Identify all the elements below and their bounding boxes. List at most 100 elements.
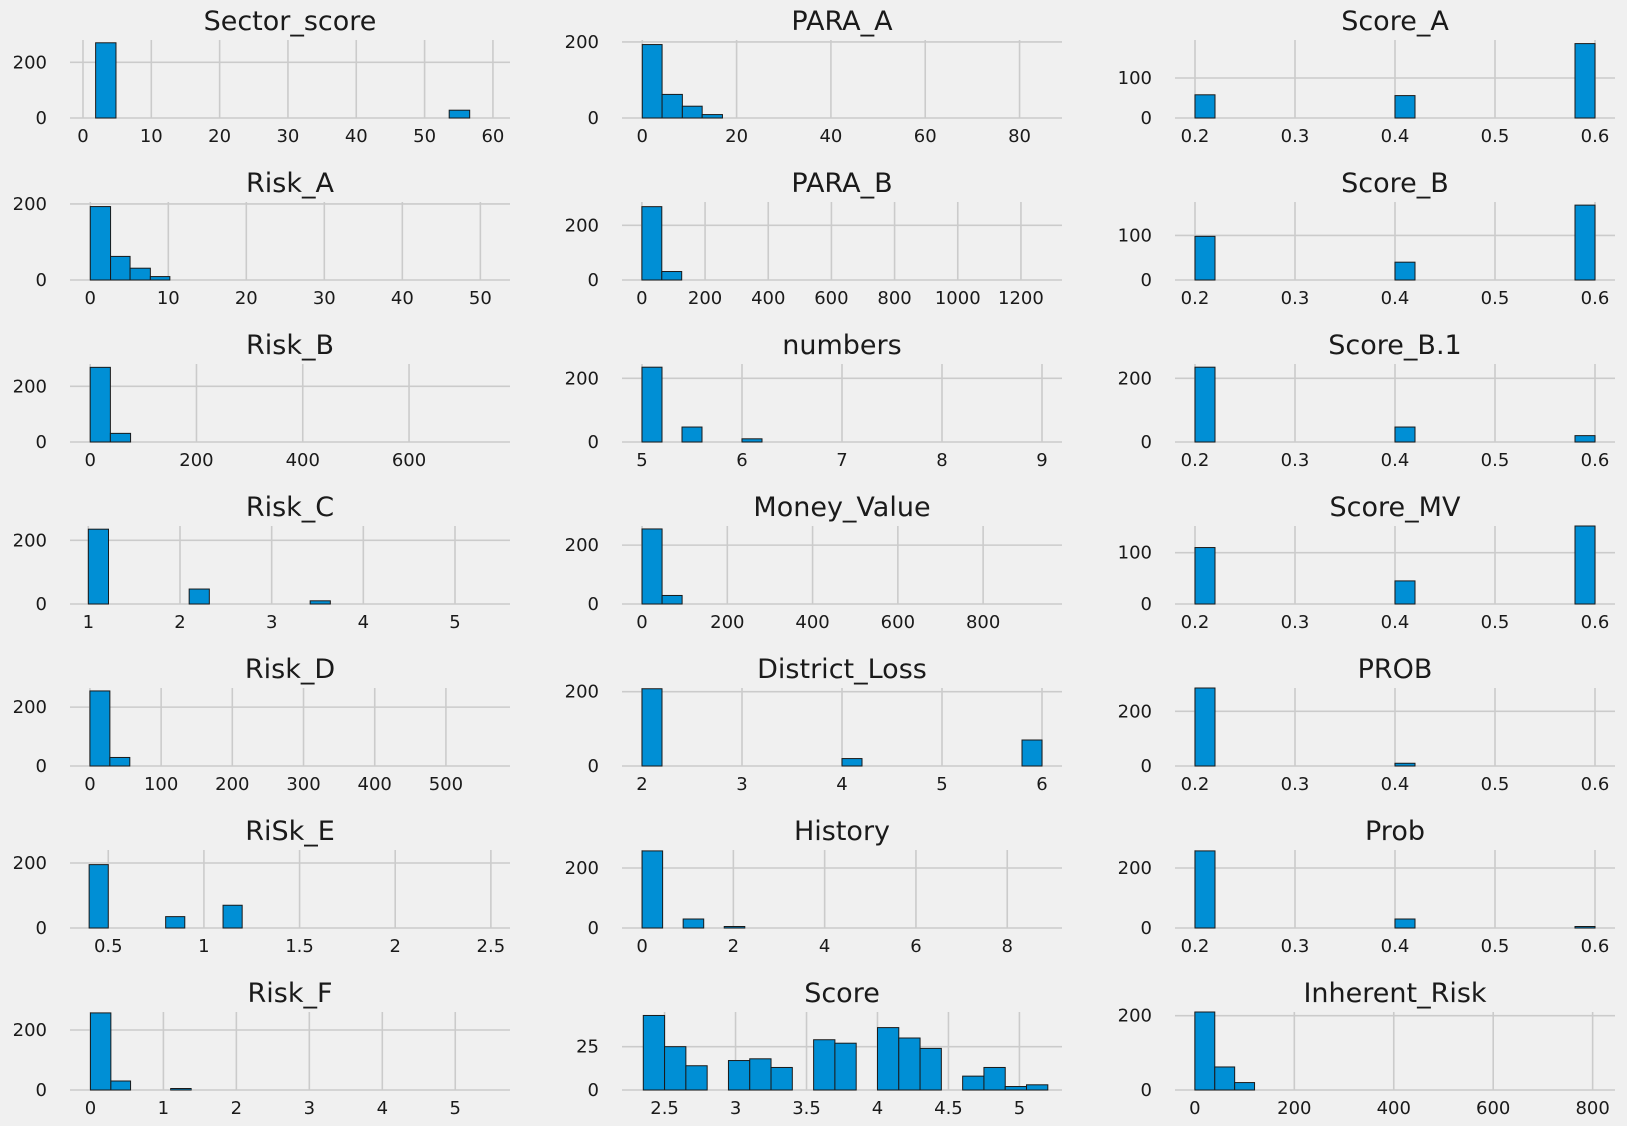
x-tick-label: 200 — [688, 288, 722, 309]
histogram-bar — [1194, 235, 1216, 281]
x-tick-label: 800 — [1575, 1098, 1609, 1119]
histogram-bar — [110, 255, 131, 281]
y-tick-label: 0 — [588, 270, 599, 291]
histogram-bar — [1194, 850, 1216, 929]
x-tick-label: 10 — [157, 288, 180, 309]
subplot-risk-a: Risk_A 0 10 20 30 40 50 0 200 — [13, 168, 510, 309]
histogram-bar — [723, 926, 746, 929]
x-tick-label: 0.4 — [1381, 288, 1410, 309]
x-tick-label: 50 — [413, 126, 436, 147]
histogram-bar — [642, 1014, 666, 1091]
x-tick-label: 300 — [286, 774, 320, 795]
x-tick-label: 0 — [85, 288, 96, 309]
histogram-bar — [1394, 762, 1416, 767]
x-tick-label: 10 — [140, 126, 163, 147]
x-tick-label: 0 — [636, 612, 647, 633]
subplot-para-a: PARA_A 0 20 40 60 80 0 200 — [565, 6, 1062, 147]
x-tick-label: 5 — [636, 450, 647, 471]
x-tick-label: 0.5 — [1481, 450, 1510, 471]
histogram-bar — [1574, 926, 1596, 929]
y-tick-label: 200 — [565, 535, 599, 556]
y-tick-label: 0 — [36, 918, 47, 939]
x-tick-label: 0 — [636, 288, 647, 309]
subplot-title: Money_Value — [753, 492, 930, 523]
x-tick-label: 60 — [481, 126, 504, 147]
y-tick-label: 0 — [36, 270, 47, 291]
x-tick-label: 9 — [1036, 450, 1047, 471]
x-tick-label: 3 — [304, 1098, 315, 1119]
histogram-bar — [1021, 739, 1043, 767]
x-tick-label: 800 — [877, 288, 911, 309]
x-tick-label: 400 — [795, 612, 829, 633]
y-tick-label: 0 — [36, 756, 47, 777]
histogram-bar — [681, 105, 703, 119]
histogram-bar — [841, 758, 863, 767]
x-tick-label: 0.6 — [1581, 612, 1610, 633]
y-tick-label: 0 — [36, 594, 47, 615]
x-tick-label: 4 — [819, 936, 830, 957]
y-tick-label: 200 — [13, 530, 47, 551]
x-tick-label: 80 — [1008, 126, 1031, 147]
histogram-bar — [1394, 426, 1416, 443]
y-tick-label: 0 — [1141, 270, 1152, 291]
x-tick-label: 6 — [1036, 774, 1047, 795]
x-tick-label: 0.5 — [94, 936, 123, 957]
histogram-bar — [1004, 1086, 1028, 1091]
subplot-risk-d: Risk_D 0 100 200 300 400 500 0 200 — [13, 654, 510, 795]
histogram-bar — [664, 1046, 687, 1091]
histogram-bar — [109, 432, 132, 443]
histogram-bar — [1394, 580, 1416, 605]
x-tick-label: 3.5 — [792, 1098, 821, 1119]
x-tick-label: 0 — [637, 126, 648, 147]
histogram-bar — [89, 1012, 112, 1091]
x-tick-label: 3 — [730, 1098, 741, 1119]
histogram-bar — [87, 528, 110, 605]
histogram-bar — [1574, 204, 1596, 281]
histogram-bar — [701, 114, 723, 119]
y-tick-label: 0 — [1141, 756, 1152, 777]
subplot-title: History — [794, 816, 890, 847]
y-tick-label: 0 — [36, 1080, 47, 1101]
x-tick-label: 0.6 — [1581, 450, 1610, 471]
y-tick-label: 200 — [565, 368, 599, 389]
y-tick-label: 200 — [565, 32, 599, 53]
x-tick-label: 0.2 — [1181, 774, 1210, 795]
x-tick-label: 0.4 — [1381, 612, 1410, 633]
histogram-bar — [448, 109, 471, 119]
subplot-title: numbers — [782, 330, 901, 361]
x-tick-label: 0.2 — [1181, 288, 1210, 309]
x-tick-label: 0.5 — [1481, 612, 1510, 633]
x-tick-label: 0 — [84, 450, 95, 471]
x-tick-label: 400 — [751, 288, 785, 309]
histogram-bar — [661, 594, 683, 605]
histogram-bar — [170, 1088, 192, 1091]
subplot-title: Inherent_Risk — [1303, 978, 1486, 1009]
x-tick-label: 800 — [966, 612, 1000, 633]
y-tick-label: 200 — [565, 682, 599, 703]
x-tick-label: 30 — [313, 288, 336, 309]
x-tick-label: 1 — [158, 1098, 169, 1119]
histogram-bar — [129, 267, 151, 281]
subplot-prob: PROB 0.2 0.3 0.4 0.5 0.6 0 200 — [1118, 654, 1615, 795]
y-tick-label: 0 — [1141, 1080, 1152, 1101]
histogram-bar — [641, 206, 663, 281]
y-tick-label: 0 — [36, 108, 47, 129]
x-tick-label: 4 — [377, 1098, 388, 1119]
x-tick-label: 40 — [345, 126, 368, 147]
histogram-bar — [1394, 918, 1416, 929]
x-tick-label: 0.5 — [1481, 288, 1510, 309]
x-tick-label: 0.2 — [1181, 936, 1210, 957]
subplot-title: Score_B.1 — [1328, 330, 1461, 361]
subplot-score-b-1: Score_B.1 0.2 0.3 0.4 0.5 0.6 0 200 — [1118, 330, 1615, 471]
histogram-bar — [149, 276, 171, 281]
histogram-bar — [641, 528, 663, 605]
x-tick-label: 200 — [710, 612, 744, 633]
subplot-title: PARA_A — [791, 6, 893, 37]
x-tick-label: 200 — [179, 450, 213, 471]
x-tick-label: 0.4 — [1381, 126, 1410, 147]
subplot-title: Prob — [1365, 816, 1425, 847]
histogram-bar — [1194, 687, 1216, 767]
subplot-money-value: Money_Value 0 200 400 600 800 0 200 — [565, 492, 1062, 633]
subplot-score-b: Score_B 0.2 0.3 0.4 0.5 0.6 0 100 — [1118, 168, 1615, 309]
